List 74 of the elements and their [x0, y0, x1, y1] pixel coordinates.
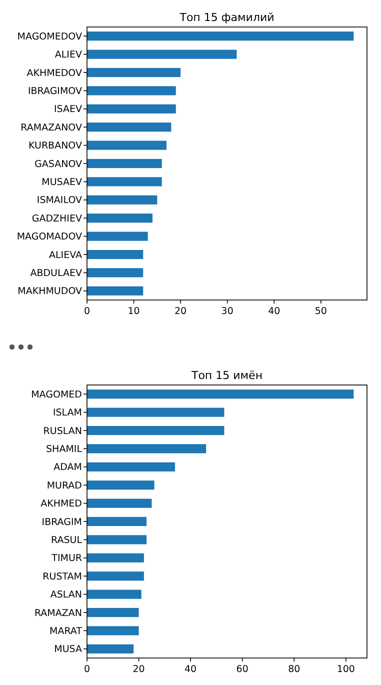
bar: [87, 140, 167, 150]
y-tick-label: MAKHMUDOV: [18, 286, 82, 298]
y-tick-label: ALIEV: [54, 50, 82, 61]
y-tick-label: MAGOMEDOV: [17, 31, 82, 42]
x-tick-label: 100: [336, 664, 355, 675]
y-tick-label: AKHMED: [40, 498, 82, 510]
bar: [87, 214, 152, 223]
y-tick-label: KURBANOV: [28, 140, 82, 152]
bar: [87, 68, 181, 78]
bar: [87, 553, 144, 562]
bar: [87, 590, 142, 599]
y-tick-label: IBRAGIM: [42, 516, 82, 528]
y-tick-label: MAGOMED: [31, 389, 82, 400]
y-tick-label: MAGOMADOV: [16, 232, 82, 243]
y-tick-label: RUSLAN: [43, 426, 82, 437]
bar: [87, 426, 224, 436]
y-tick-label: ISLAM: [52, 408, 82, 419]
y-tick-label: RAMAZAN: [34, 608, 82, 619]
x-tick-label: 50: [314, 306, 327, 317]
bar: [87, 572, 144, 581]
x-tick-label: 20: [132, 664, 145, 675]
y-tick-label: ISAEV: [54, 104, 82, 116]
bar: [87, 608, 139, 618]
y-tick-label: RAMAZANOV: [20, 122, 82, 134]
y-tick-label: MURAD: [46, 480, 82, 492]
y-tick-label: TIMUR: [50, 553, 82, 564]
y-tick-label: GADZHIEV: [32, 213, 82, 224]
x-tick-label: 60: [236, 664, 248, 675]
bar: [87, 158, 162, 168]
y-tick-label: MARAT: [50, 626, 82, 638]
bar: [87, 286, 144, 296]
x-tick-label: 40: [268, 306, 280, 317]
chart-title: Топ 15 имён: [190, 369, 263, 382]
y-tick-label: GASANOV: [34, 158, 82, 170]
x-tick-label: 0: [84, 306, 90, 317]
y-tick-label: ADAM: [54, 462, 82, 474]
bar: [87, 644, 134, 654]
bar: [87, 232, 148, 241]
x-tick-label: 0: [84, 664, 90, 675]
bar: [87, 462, 176, 472]
bar: [87, 32, 354, 41]
bar: [87, 104, 176, 114]
bar: [87, 444, 206, 454]
chart-title: Топ 15 фамилий: [178, 11, 274, 24]
y-tick-label: ABDULAEV: [30, 268, 82, 280]
x-tick-label: 80: [288, 664, 300, 675]
y-tick-label: ALIEVA: [49, 250, 82, 261]
x-tick-label: 10: [128, 306, 140, 317]
y-tick-label: RUSTAM: [42, 571, 82, 582]
bar: [87, 390, 354, 399]
y-tick-label: AKHMEDOV: [26, 68, 82, 79]
y-tick-label: ISMAILOV: [36, 195, 82, 206]
bar: [87, 122, 172, 132]
bar: [87, 535, 147, 544]
bar: [87, 516, 147, 526]
bar: [87, 50, 237, 59]
y-tick-label: MUSA: [54, 644, 82, 656]
bar: [87, 480, 154, 490]
bar: [87, 86, 176, 96]
y-tick-label: SHAMIL: [46, 444, 83, 456]
bar: [87, 177, 162, 186]
y-tick-label: IBRAGIMOV: [28, 86, 82, 98]
y-tick-label: ASLAN: [50, 590, 82, 601]
x-tick-label: 40: [184, 664, 197, 675]
bar: [87, 626, 139, 636]
bar: [87, 498, 152, 508]
bar: [87, 195, 158, 204]
y-tick-label: MUSAEV: [42, 177, 82, 188]
x-tick-label: 20: [174, 306, 187, 317]
bar: [87, 408, 224, 417]
x-tick-label: 30: [221, 306, 234, 317]
y-tick-label: RASUL: [51, 535, 83, 546]
bar: [87, 268, 144, 278]
bar: [87, 250, 144, 260]
